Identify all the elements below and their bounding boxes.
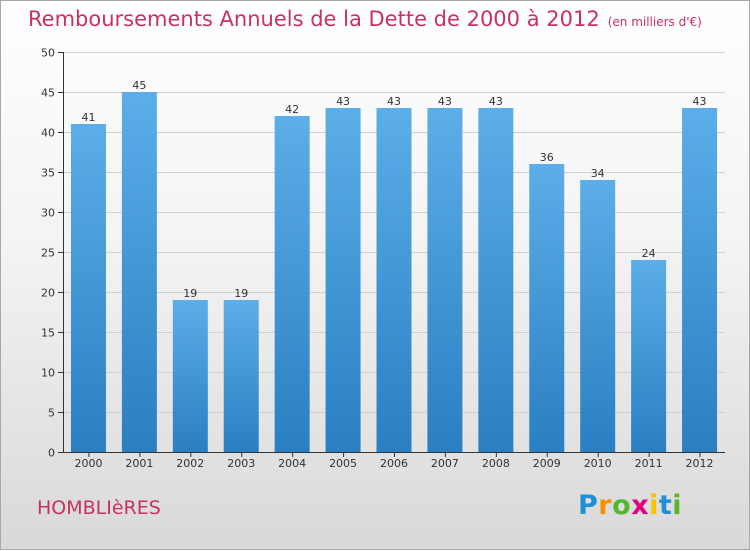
x-tick-label-2001: 2001	[125, 457, 153, 470]
x-tick-label-2005: 2005	[329, 457, 357, 470]
y-tick-label: 35	[41, 167, 55, 180]
data-label-2009: 36	[540, 151, 554, 164]
y-tick-label: 10	[41, 367, 55, 380]
x-tick-label-2007: 2007	[431, 457, 459, 470]
data-label-2003: 19	[234, 287, 248, 300]
data-label-2004: 42	[285, 103, 299, 116]
x-tick-label-2012: 2012	[686, 457, 714, 470]
x-tick-label-2003: 2003	[227, 457, 255, 470]
logo-letter: i	[649, 490, 659, 521]
bar-2009	[529, 164, 565, 452]
data-label-2001: 45	[132, 79, 146, 92]
x-tick-label-2009: 2009	[533, 457, 561, 470]
x-tick-label-2010: 2010	[584, 457, 612, 470]
y-tick-label: 40	[41, 127, 55, 140]
title-unit: (en milliers d'€)	[607, 15, 702, 29]
y-tick-label: 25	[41, 247, 55, 260]
logo-letter: x	[631, 490, 650, 521]
bar-2005	[325, 108, 361, 452]
bars	[70, 92, 718, 452]
bar-2001	[121, 92, 157, 452]
bar-2003	[223, 300, 259, 452]
x-tick-label-2002: 2002	[176, 457, 204, 470]
x-tick-label-2004: 2004	[278, 457, 306, 470]
bar-2010	[580, 180, 616, 452]
commune-name: HOMBLIèRES	[37, 497, 161, 519]
data-label-2006: 43	[387, 95, 401, 108]
bar-2006	[376, 108, 412, 452]
title-text: Remboursements Annuels de la Dette de 20…	[28, 7, 600, 31]
data-label-2002: 19	[183, 287, 197, 300]
x-tick-label-2000: 2000	[74, 457, 102, 470]
bar-2011	[631, 260, 667, 452]
logo-letter: r	[598, 490, 613, 521]
data-label-2000: 41	[81, 111, 95, 124]
data-label-2010: 34	[591, 167, 605, 180]
y-tick-label: 30	[41, 207, 55, 220]
data-label-2008: 43	[489, 95, 503, 108]
logo-letter: t	[658, 490, 673, 521]
proxiti-logo: Proxiti	[578, 490, 682, 521]
y-tick-label: 15	[41, 327, 55, 340]
y-tick-label: 50	[41, 47, 55, 60]
bar-2002	[172, 300, 208, 452]
bar-2007	[427, 108, 463, 452]
data-label-2007: 43	[438, 95, 452, 108]
data-label-2011: 24	[642, 247, 656, 260]
x-tick-label-2006: 2006	[380, 457, 408, 470]
y-tick-label: 5	[48, 407, 55, 420]
axes	[58, 52, 725, 457]
bar-2012	[682, 108, 718, 452]
logo-letter: o	[612, 490, 632, 521]
data-label-2005: 43	[336, 95, 350, 108]
logo-letter: i	[672, 490, 683, 521]
bar-2000	[70, 124, 106, 452]
x-tick-label-2008: 2008	[482, 457, 510, 470]
y-tick-label: 0	[48, 447, 55, 460]
bar-2008	[478, 108, 514, 452]
logo-letter: P	[578, 490, 599, 521]
chart-title: Remboursements Annuels de la Dette de 20…	[28, 7, 702, 31]
data-label-2012: 43	[693, 95, 707, 108]
y-tick-label: 20	[41, 287, 55, 300]
bar-2004	[274, 116, 310, 452]
x-tick-label-2011: 2011	[635, 457, 663, 470]
labels: 0 5 10 15 20 25 30 35 40 45 50 41 2000 45 2001 19 2002 19…	[41, 47, 714, 471]
y-tick-label: 45	[41, 87, 55, 100]
